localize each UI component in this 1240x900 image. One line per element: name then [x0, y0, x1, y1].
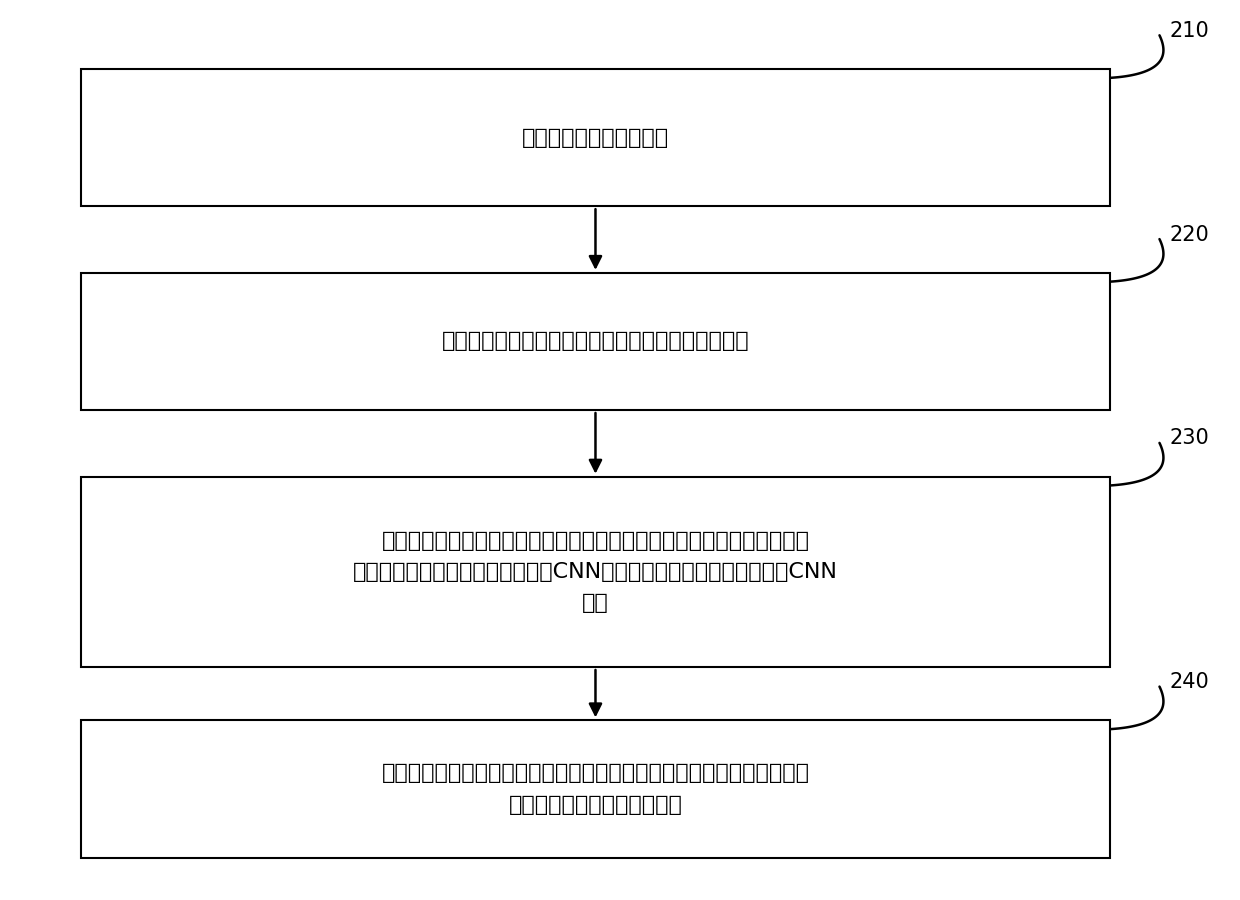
Bar: [81, 720, 1111, 858]
Text: 240: 240: [1169, 672, 1209, 692]
Text: 根据所述车身图像获取所述目标车辆的目标区域图像: 根据所述车身图像获取所述目标车辆的目标区域图像: [441, 331, 749, 352]
Bar: [81, 69, 1111, 206]
Text: 230: 230: [1169, 428, 1209, 448]
Text: 220: 220: [1169, 225, 1209, 245]
Text: 基于所述特征信息，在过车记录图库中查找包含所述目标车辆的图片，以
得到所述目标车辆的过车记录: 基于所述特征信息，在过车记录图库中查找包含所述目标车辆的图片，以 得到所述目标车…: [382, 763, 810, 814]
Bar: [81, 477, 1111, 667]
Text: 210: 210: [1169, 21, 1209, 40]
Bar: [81, 273, 1111, 410]
Text: 获取目标车辆的车身图像: 获取目标车辆的车身图像: [522, 128, 670, 148]
Text: 将所述目标区域图像输入至预设卷积神经网络模型中，并获取所述预设卷
积神经网络模型的目标全连接层的CNN特征向量，作为所述目标车辆的CNN
特征: 将所述目标区域图像输入至预设卷积神经网络模型中，并获取所述预设卷 积神经网络模型…: [353, 531, 838, 613]
